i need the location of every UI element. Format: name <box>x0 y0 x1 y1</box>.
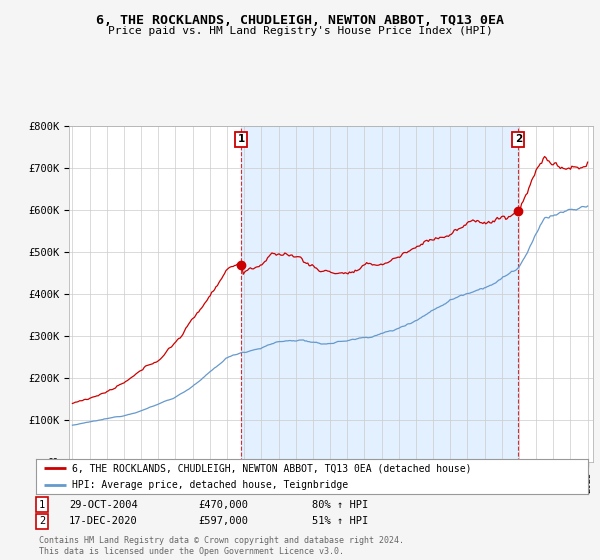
Text: 2: 2 <box>39 516 45 526</box>
Text: £470,000: £470,000 <box>198 500 248 510</box>
Text: 1: 1 <box>39 500 45 510</box>
Text: 6, THE ROCKLANDS, CHUDLEIGH, NEWTON ABBOT, TQ13 0EA: 6, THE ROCKLANDS, CHUDLEIGH, NEWTON ABBO… <box>96 14 504 27</box>
Text: 80% ↑ HPI: 80% ↑ HPI <box>312 500 368 510</box>
Text: 1: 1 <box>238 134 245 144</box>
Text: 29-OCT-2004: 29-OCT-2004 <box>69 500 138 510</box>
Text: £597,000: £597,000 <box>198 516 248 526</box>
Bar <box>241 126 518 462</box>
Text: Contains HM Land Registry data © Crown copyright and database right 2024.
This d: Contains HM Land Registry data © Crown c… <box>39 536 404 556</box>
Text: Price paid vs. HM Land Registry's House Price Index (HPI): Price paid vs. HM Land Registry's House … <box>107 26 493 36</box>
Text: HPI: Average price, detached house, Teignbridge: HPI: Average price, detached house, Teig… <box>72 480 348 490</box>
Text: 2: 2 <box>515 134 522 144</box>
Text: 17-DEC-2020: 17-DEC-2020 <box>69 516 138 526</box>
Text: 6, THE ROCKLANDS, CHUDLEIGH, NEWTON ABBOT, TQ13 0EA (detached house): 6, THE ROCKLANDS, CHUDLEIGH, NEWTON ABBO… <box>72 463 472 473</box>
Text: 51% ↑ HPI: 51% ↑ HPI <box>312 516 368 526</box>
